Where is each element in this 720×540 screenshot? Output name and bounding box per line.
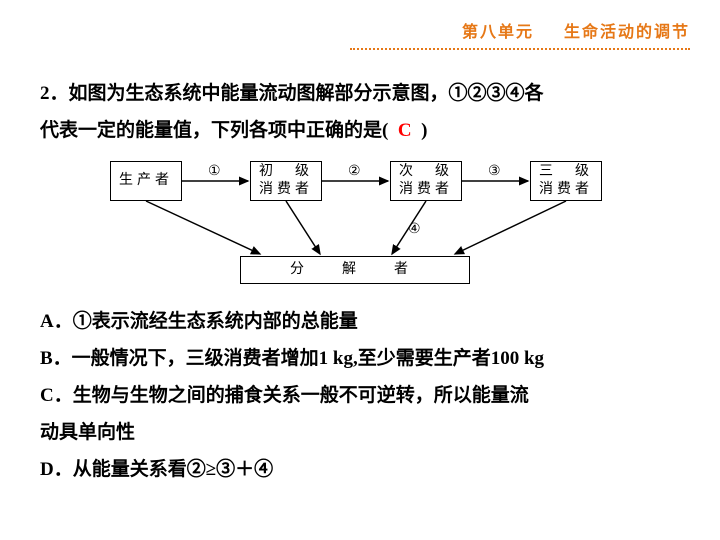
- decomposer-label: 分 解 者: [290, 261, 420, 279]
- question-stem: 2．如图为生态系统中能量流动图解部分示意图，①②③④各 代表一定的能量值，下列各…: [40, 75, 680, 149]
- options: A．①表示流经生态系统内部的总能量 B．一般情况下，三级消费者增加1 kg,至少…: [40, 303, 680, 488]
- option-d: D．从能量关系看②≥③＋④: [40, 451, 680, 488]
- option-a: A．①表示流经生态系统内部的总能量: [40, 303, 680, 340]
- stem-line2: 代表一定的能量值，下列各项中正确的是(: [40, 120, 388, 141]
- node-decomposer: 分 解 者: [240, 256, 470, 284]
- secondary-line1: 次 级: [399, 163, 453, 181]
- header: 第八单元 生命活动的调节: [350, 18, 690, 50]
- option-c-line2: 动具单向性: [40, 414, 680, 451]
- primary-line1: 初 级: [259, 163, 313, 181]
- content: 2．如图为生态系统中能量流动图解部分示意图，①②③④各 代表一定的能量值，下列各…: [40, 75, 680, 488]
- label-1: ①: [208, 163, 221, 180]
- node-primary-consumer: 初 级 消费者: [250, 161, 322, 201]
- title-label: 生命活动的调节: [564, 24, 690, 41]
- node-producer: 生产者: [110, 161, 182, 201]
- option-c-line1: C．生物与生物之间的捕食关系一般不可逆转，所以能量流: [40, 377, 680, 414]
- tertiary-line1: 三 级: [539, 163, 593, 181]
- label-4: ④: [408, 221, 421, 238]
- answer-mark: C: [398, 120, 412, 141]
- tertiary-line2: 消费者: [539, 181, 593, 199]
- unit-label: 第八单元: [462, 24, 534, 41]
- node-tertiary-consumer: 三 级 消费者: [530, 161, 602, 201]
- closing-paren: ): [421, 120, 427, 141]
- secondary-line2: 消费者: [399, 181, 453, 199]
- header-divider: [350, 48, 690, 50]
- label-2: ②: [348, 163, 361, 180]
- option-b: B．一般情况下，三级消费者增加1 kg,至少需要生产者100 kg: [40, 340, 680, 377]
- label-3: ③: [488, 163, 501, 180]
- header-text: 第八单元 生命活动的调节: [350, 18, 690, 42]
- energy-flow-diagram: 生产者 初 级 消费者 次 级 消费者 三 级 消费者 分 解 者 ① ② ③ …: [110, 161, 610, 291]
- producer-label: 生产者: [119, 172, 173, 190]
- node-secondary-consumer: 次 级 消费者: [390, 161, 462, 201]
- primary-line2: 消费者: [259, 181, 313, 199]
- question-number: 2: [40, 83, 50, 104]
- stem-line1: ．如图为生态系统中能量流动图解部分示意图，①②③④各: [50, 83, 544, 104]
